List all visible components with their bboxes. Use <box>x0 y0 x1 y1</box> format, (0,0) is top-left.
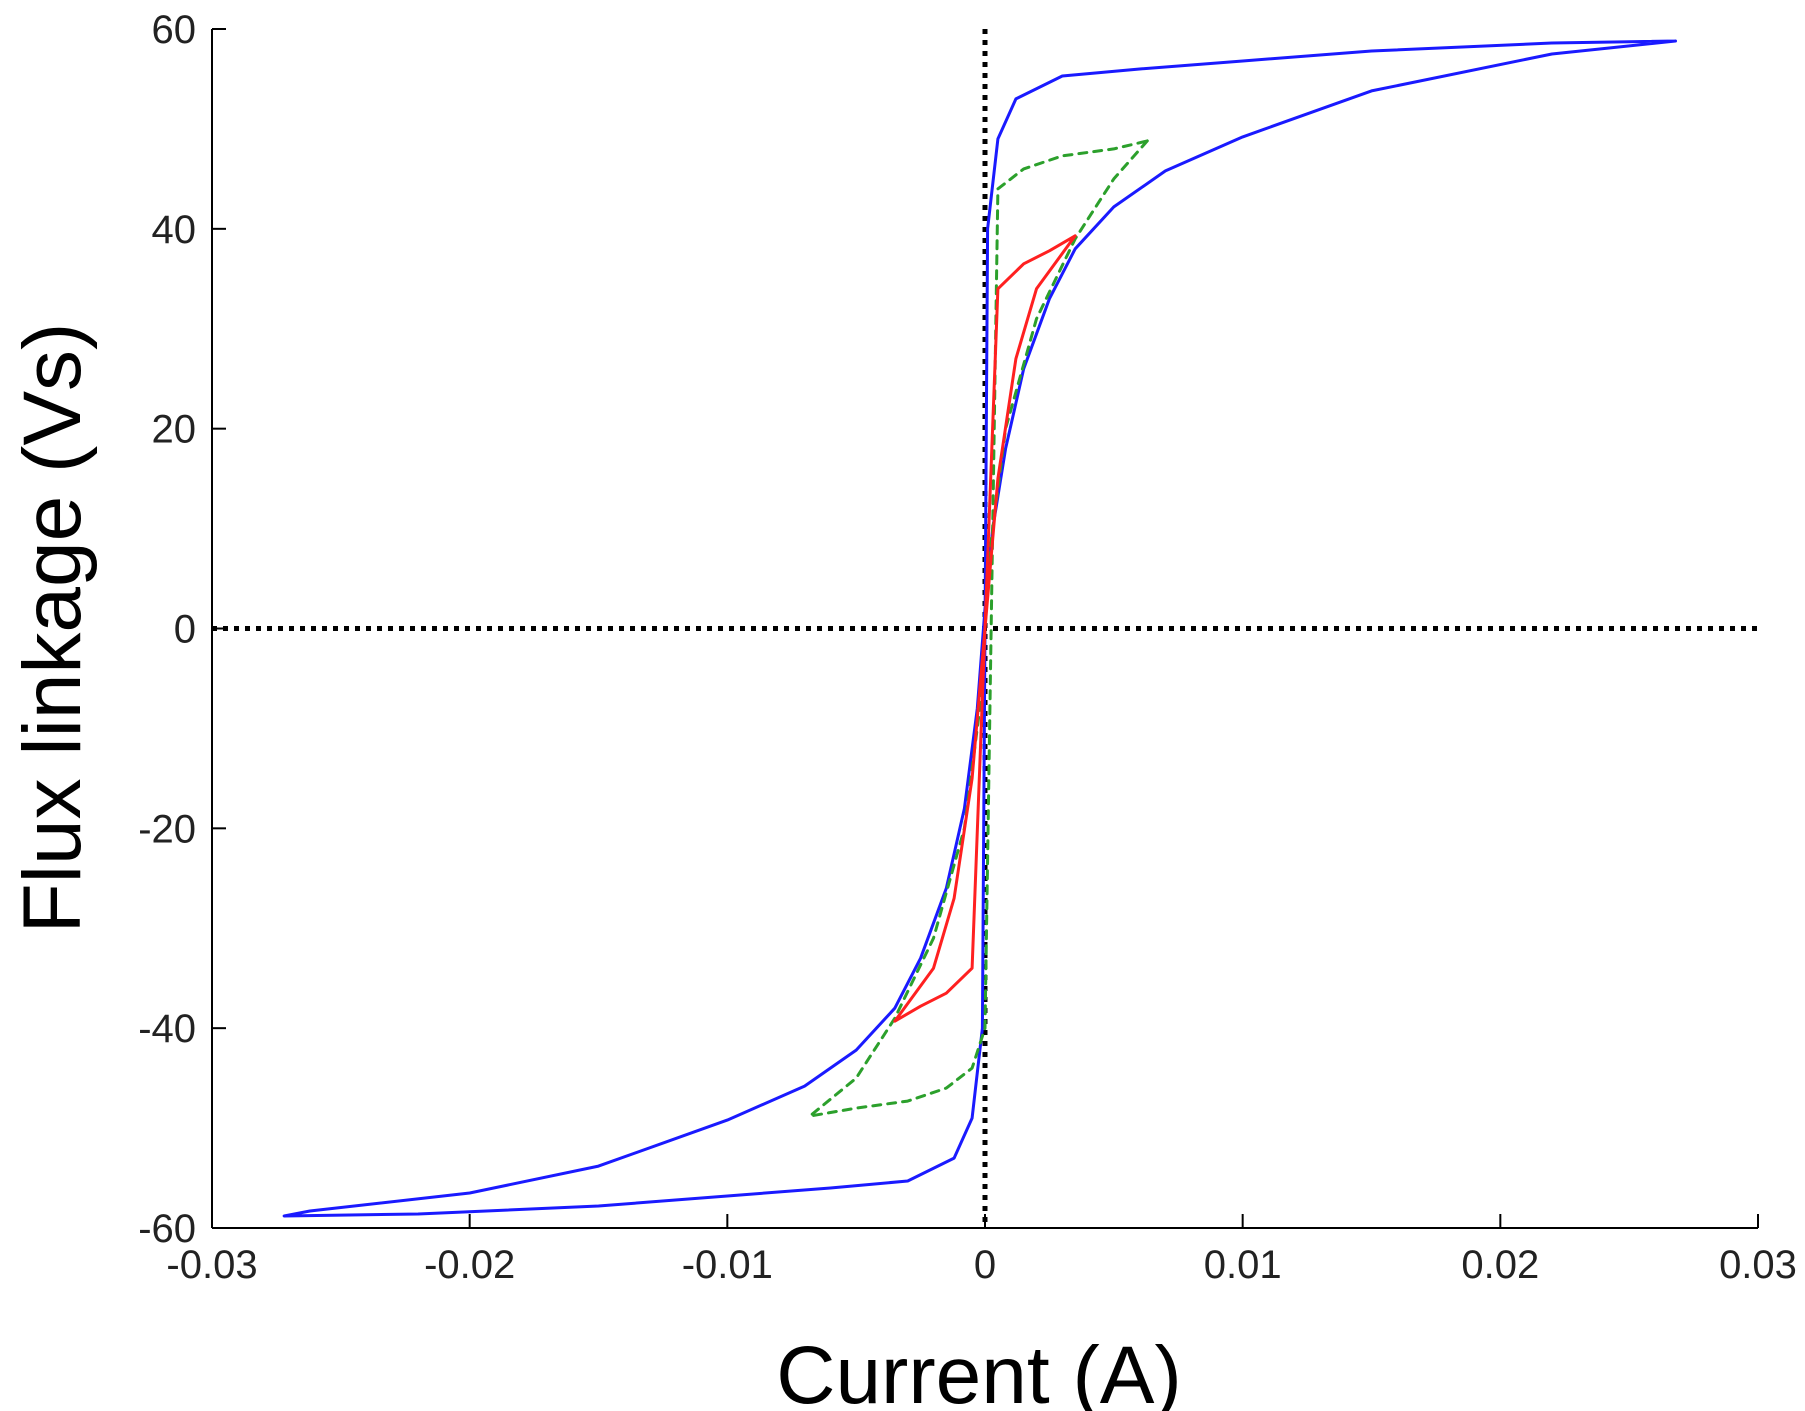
x-tick-label: -0.02 <box>424 1243 515 1287</box>
series-line-3 <box>893 234 1077 1023</box>
y-tick-label: -40 <box>138 1007 196 1051</box>
y-tick-label: -60 <box>138 1207 196 1251</box>
y-tick-label: 0 <box>174 608 196 652</box>
x-tick-label: 0.01 <box>1204 1243 1282 1287</box>
y-tick-label: 20 <box>152 408 197 452</box>
y-axis-ticks: -60 -40 -20 0 20 40 60 <box>138 8 226 1251</box>
y-tick-label: 60 <box>152 8 197 52</box>
x-tick-label: 0 <box>974 1243 996 1287</box>
series-group <box>282 39 1677 1218</box>
series-line-2 <box>808 139 1149 1118</box>
x-tick-label: -0.01 <box>682 1243 773 1287</box>
x-tick-label: 0.02 <box>1461 1243 1539 1287</box>
x-axis-ticks: -0.03 -0.02 -0.01 0 0.01 0.02 0.03 <box>166 1214 1797 1287</box>
y-tick-label: 40 <box>152 208 197 252</box>
x-tick-label: -0.03 <box>166 1243 257 1287</box>
series-line-1 <box>282 39 1677 1218</box>
y-tick-label: -20 <box>138 807 196 851</box>
x-tick-label: 0.03 <box>1719 1243 1797 1287</box>
y-axis-title: Flux linkage (Vs) <box>7 323 98 934</box>
x-axis-title: Current (A) <box>776 1330 1182 1411</box>
